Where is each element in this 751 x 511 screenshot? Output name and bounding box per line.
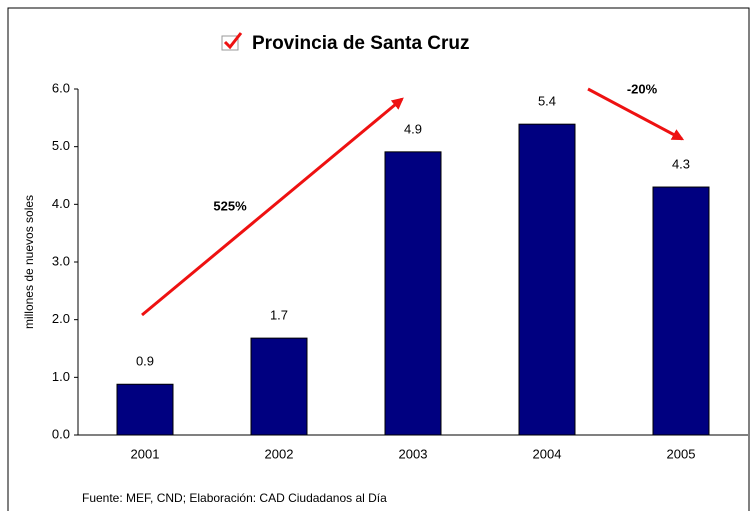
annotation: 525% xyxy=(213,198,247,213)
y-tick-label: 4.0 xyxy=(52,196,70,211)
source-note: Fuente: MEF, CND; Elaboración: CAD Ciuda… xyxy=(82,491,387,505)
value-label: 1.7 xyxy=(270,308,288,323)
y-tick-label: 2.0 xyxy=(52,311,70,326)
bar xyxy=(652,186,710,436)
bar xyxy=(518,123,576,436)
value-label: 4.9 xyxy=(404,121,422,136)
chart-title: Provincia de Santa Cruz xyxy=(252,33,470,54)
x-tick-label: 2001 xyxy=(131,446,160,461)
x-tick-label: 2004 xyxy=(533,446,562,461)
y-axis-label: millones de nuevos soles xyxy=(22,195,36,329)
y-tick-label: 6.0 xyxy=(52,80,70,95)
bar xyxy=(384,151,442,436)
arrow xyxy=(141,97,404,317)
value-label: 4.3 xyxy=(672,156,690,171)
y-tick-label: 1.0 xyxy=(52,369,70,384)
x-tick-label: 2003 xyxy=(399,446,428,461)
y-tick-label: 3.0 xyxy=(52,253,70,268)
value-label: 0.9 xyxy=(136,354,154,369)
value-label: 5.4 xyxy=(538,94,556,109)
bar xyxy=(250,337,308,436)
y-tick-label: 0.0 xyxy=(52,426,70,441)
title-icon xyxy=(221,32,243,51)
annotation: -20% xyxy=(627,81,658,96)
x-tick-label: 2002 xyxy=(265,446,294,461)
x-tick-label: 2005 xyxy=(667,446,696,461)
bar xyxy=(116,383,174,436)
y-tick-label: 5.0 xyxy=(52,138,70,153)
arrow xyxy=(587,87,685,141)
